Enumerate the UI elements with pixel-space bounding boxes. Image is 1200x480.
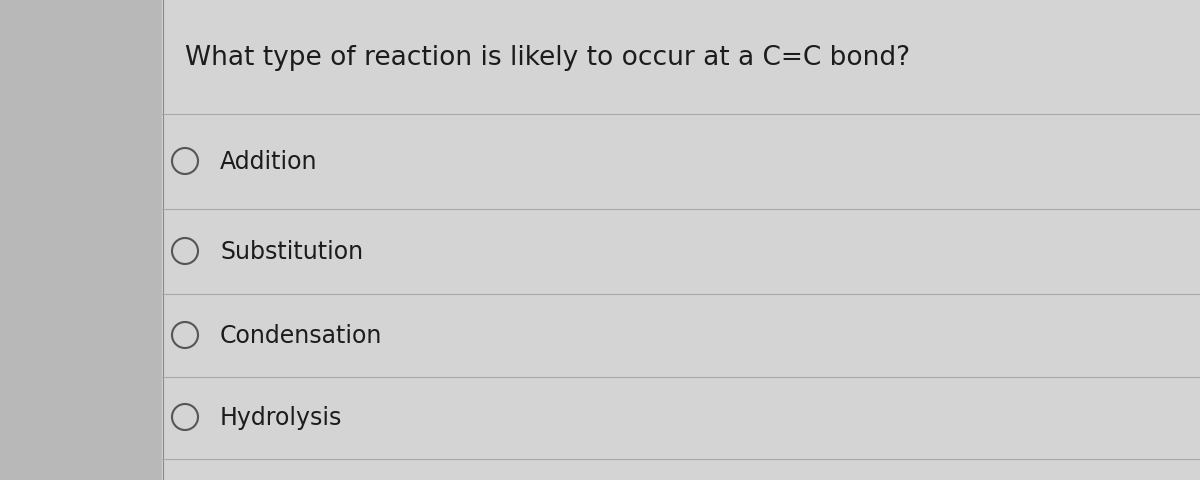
- Text: Substitution: Substitution: [220, 240, 364, 264]
- Text: Hydrolysis: Hydrolysis: [220, 405, 342, 429]
- Bar: [0, 0, 162, 480]
- Text: Addition: Addition: [220, 150, 318, 174]
- Text: What type of reaction is likely to occur at a C=C bond?: What type of reaction is likely to occur…: [185, 45, 910, 71]
- Bar: [162, 0, 1200, 480]
- Text: Condensation: Condensation: [220, 324, 383, 347]
